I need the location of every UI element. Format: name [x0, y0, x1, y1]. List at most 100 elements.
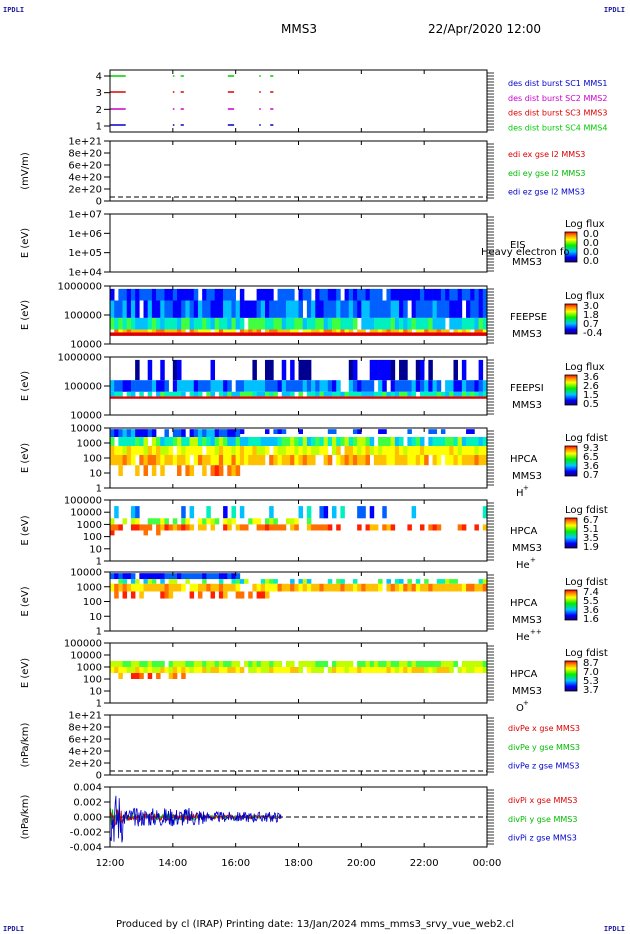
- panel-hpca_hepp-cell: [164, 573, 169, 580]
- panel-feepsi-cell: [311, 380, 316, 392]
- panel-hpca_hepp-cell: [260, 583, 266, 592]
- panel-hpca_h-cell: [457, 446, 463, 455]
- panel-hpca_h-cell: [348, 446, 354, 455]
- panel-efield-y-axis-label: (mV/m): [20, 152, 31, 190]
- panel-feepse-cell: [449, 317, 454, 330]
- panel-hpca_hepp-cell: [181, 573, 186, 580]
- panel-hpca_he-cell: [269, 524, 274, 531]
- panel-hpca_he-cell: [164, 518, 169, 525]
- panel-feepse-cell: [461, 317, 467, 330]
- panel-hpca_o-cell: [361, 661, 366, 667]
- panel-hpca_hepp-cell: [130, 583, 136, 592]
- panel-feepsi-cell: [306, 391, 312, 397]
- panel-hpca_o-cell: [202, 667, 207, 673]
- panel-feepse-cell: [315, 300, 320, 318]
- panel-feepsi-cell: [285, 396, 291, 399]
- panel-feepse-cell: [118, 300, 123, 318]
- panel-feepsi-cell: [177, 396, 182, 399]
- panel-hpca_h-cell: [365, 455, 371, 466]
- panel-hpca_h-cell: [189, 429, 195, 437]
- panel-feepsi-cell: [168, 396, 174, 399]
- panel-feepsi-cell: [114, 396, 119, 399]
- panel-feepse-cell: [210, 317, 216, 330]
- panel-hpca_o-cell: [285, 661, 291, 667]
- panel-feepse-cell: [306, 288, 312, 301]
- panel-hpca_h-y-tick-label: 10: [89, 469, 102, 480]
- panel-feepsi-cell: [386, 391, 391, 397]
- panel-hpca_h-cell: [239, 429, 245, 434]
- panel-hpca_o-cell: [206, 661, 211, 667]
- panel-hpca_o-cell: [332, 667, 337, 673]
- panel-feepsi-colorbar-tick-label: 3.6: [583, 372, 599, 383]
- panel-feepsi-cell: [361, 380, 366, 392]
- panel-hpca_h-cell: [298, 455, 303, 466]
- panel-hpca_h-cell: [306, 455, 312, 466]
- panel-hpca_hepp-cell: [156, 573, 161, 580]
- panel-feepse-colorbar: [564, 303, 578, 335]
- panel-hpca_hepp-cell: [478, 583, 484, 592]
- panel-feepsi-cell: [352, 380, 358, 392]
- panel-hpca_hepp-cell: [160, 579, 165, 584]
- panel-hpca_h-cell: [332, 437, 337, 446]
- panel-hpca_h-cell: [466, 446, 471, 455]
- panel-hpca_hepp-cell: [130, 579, 136, 584]
- panel-feepse-cell: [122, 300, 128, 318]
- panel-feepsi-cell: [294, 380, 299, 392]
- panel-feepse-cell: [143, 332, 148, 336]
- panel-hpca_o-cell: [382, 661, 387, 667]
- panel-feepsi-cell: [206, 391, 211, 397]
- panel-feepsi-cell: [352, 359, 358, 381]
- panel-feepsi-cell: [135, 396, 140, 399]
- panel-feepse-cell: [185, 288, 190, 301]
- panel-hpca_h-cell: [235, 455, 241, 466]
- panel-hpca_he-cell: [164, 524, 169, 531]
- panel-feepsi-cell: [147, 391, 153, 397]
- panel-feepsi-cell: [315, 391, 320, 397]
- panel-feepse-cell: [269, 329, 274, 333]
- panel-hpca_hepp-cell: [223, 591, 228, 599]
- panel-hpca_h-cell: [306, 446, 312, 455]
- panel-feepsi-cell: [382, 380, 387, 392]
- panel-hpca_he-cell: [419, 524, 425, 531]
- panel-hpca_h-cell: [407, 437, 412, 446]
- panel-hpca_h-cell: [428, 429, 433, 434]
- panel-feepsi-cell: [256, 380, 262, 392]
- panel-hpca_h-cell: [428, 437, 433, 446]
- panel-hpca_he-cell: [189, 506, 195, 519]
- panel-hpca_h-cell: [197, 455, 203, 466]
- panel-feepsi-cell: [256, 391, 262, 397]
- panel-feepse-cell: [164, 317, 169, 330]
- panel-hpca_he-cell: [147, 518, 153, 525]
- x-tick-label: 22:00: [410, 858, 439, 869]
- panel-hpca_h-y-tick-label: 10000: [70, 424, 102, 435]
- panel-feepse-cell: [445, 288, 450, 301]
- panel-feepse-cell: [470, 300, 475, 318]
- panel-hpca_hepp-cell: [130, 591, 136, 599]
- panel-hpca_he-cell: [197, 524, 203, 531]
- panel-feepse-cell: [474, 300, 479, 318]
- panel-hpca_hepp-cell: [285, 583, 291, 592]
- panel-feepse-cell: [181, 300, 186, 318]
- panel-hpca_he-y-tick-label: 100000: [64, 496, 102, 507]
- panel-hpca_h-cell: [273, 437, 278, 446]
- panel-hpca_h-cell: [214, 429, 220, 437]
- panel-hpca_h-cell: [470, 455, 475, 466]
- panel-hpca_hepp-cell: [197, 573, 203, 580]
- panel-hpca_o-cell: [474, 661, 479, 667]
- panel-hpca_he-cell: [181, 506, 186, 519]
- panel-feepse-cell: [424, 317, 429, 330]
- panel-eis-colorbar-tick-label: 0.0: [583, 229, 599, 240]
- panel-feepsi-cell: [357, 380, 362, 392]
- panel-hpca_h-cell: [461, 437, 467, 446]
- panel-hpca_h-cell: [323, 455, 329, 466]
- panel-feepse-cell: [373, 300, 379, 318]
- panel-feepse-cell: [403, 300, 408, 318]
- panel-hpca_hepp-cell: [361, 583, 366, 592]
- panel-hpca_he-cell: [290, 518, 295, 525]
- panel-feepse-cell: [311, 332, 316, 336]
- panel-feepsi-cell: [110, 396, 115, 399]
- panel-hpca_h-cell: [336, 455, 341, 466]
- panel-feepse-cell: [260, 317, 266, 330]
- panel-hpca_hepp-cell: [470, 583, 475, 592]
- panel-feepsi-cell: [315, 380, 320, 392]
